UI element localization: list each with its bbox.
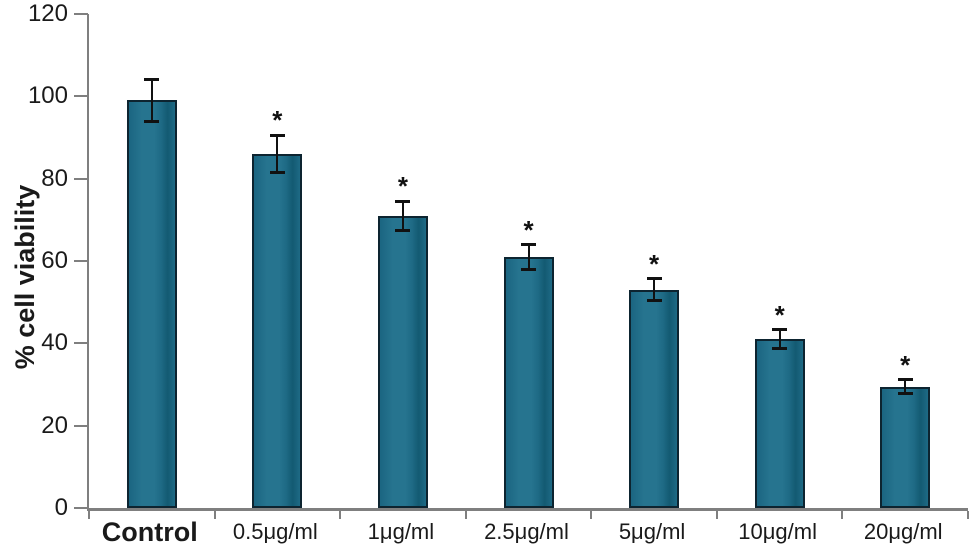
error-bar-cap-top — [646, 277, 662, 281]
x-axis-label-6: 10μg/ml — [738, 519, 817, 544]
error-bar — [778, 329, 781, 349]
x-axis-label-3: 1μg/ml — [367, 519, 435, 544]
x-axis-tick — [590, 511, 593, 519]
error-bar — [904, 379, 907, 394]
error-bar — [150, 79, 153, 122]
error-bar-cap-bottom — [269, 171, 285, 174]
x-axis-tick — [841, 511, 844, 519]
y-axis-tick — [74, 13, 88, 16]
x-axis-tick — [715, 511, 718, 519]
significance-asterisk: * — [900, 349, 911, 380]
error-bar-cap-bottom — [646, 299, 662, 303]
error-bar-cap-top — [521, 243, 536, 247]
x-axis-label-4: 2.5μg/ml — [484, 519, 569, 544]
bar-2.5-g-ml — [503, 256, 554, 508]
y-axis-tick-label: 60 — [41, 247, 68, 274]
error-bar-cap-top — [772, 328, 788, 332]
error-bar — [276, 135, 279, 173]
error-bar-cap-top — [897, 378, 913, 382]
significance-asterisk: * — [523, 214, 534, 245]
significance-asterisk: * — [272, 105, 283, 136]
bar-20-g-ml — [880, 386, 931, 508]
y-axis-tick-label: 120 — [27, 0, 68, 27]
y-axis-tick-label: 80 — [41, 164, 68, 192]
y-axis-tick-label: 40 — [41, 329, 68, 357]
x-axis-label-5: 5μg/ml — [618, 519, 686, 544]
y-axis-tick-label: 100 — [27, 82, 68, 110]
x-axis-tick — [464, 511, 467, 519]
bar-10-g-ml — [754, 339, 805, 508]
error-bar-cap-bottom — [395, 228, 411, 232]
y-axis-tick — [74, 95, 88, 98]
error-bar-cap-bottom — [772, 347, 788, 351]
y-axis-tick-label: 0 — [54, 494, 68, 521]
y-axis-tick — [74, 177, 88, 180]
error-bar-cap-bottom — [897, 392, 913, 396]
x-axis-tick — [967, 511, 969, 519]
x-axis-tick — [339, 511, 342, 519]
error-bar — [653, 278, 656, 301]
bar-0.5-g-ml — [252, 153, 303, 508]
bar-5-g-ml — [629, 289, 680, 508]
error-bar — [401, 201, 404, 231]
error-bar-cap-top — [395, 199, 411, 203]
x-axis-tick — [88, 511, 90, 519]
bar-control — [126, 100, 177, 508]
significance-asterisk: * — [397, 171, 408, 202]
y-axis-tick — [74, 424, 88, 427]
error-bar-cap-top — [269, 133, 285, 137]
error-bar-cap-bottom — [144, 119, 160, 123]
x-axis-label-1: Control — [101, 517, 198, 547]
significance-asterisk: * — [774, 299, 785, 330]
significance-asterisk: * — [649, 248, 660, 279]
error-bar-cap-bottom — [521, 267, 536, 271]
x-axis-label-2: 0.5μg/ml — [232, 519, 318, 544]
y-axis-tick-label: 20 — [41, 411, 68, 439]
y-axis-title: % cell viability — [10, 184, 40, 370]
bar-1-g-ml — [377, 215, 428, 508]
error-bar-cap-top — [144, 78, 160, 82]
x-axis-label-7: 20μg/ml — [863, 519, 943, 544]
y-axis-tick — [74, 260, 88, 262]
plot-area: 0 20 40 60 80 100 120 * * * * * * — [28, 2, 969, 520]
error-bar — [527, 244, 530, 270]
x-axis-tick — [213, 511, 216, 519]
y-axis-tick — [74, 507, 88, 509]
y-axis-tick — [74, 342, 88, 345]
